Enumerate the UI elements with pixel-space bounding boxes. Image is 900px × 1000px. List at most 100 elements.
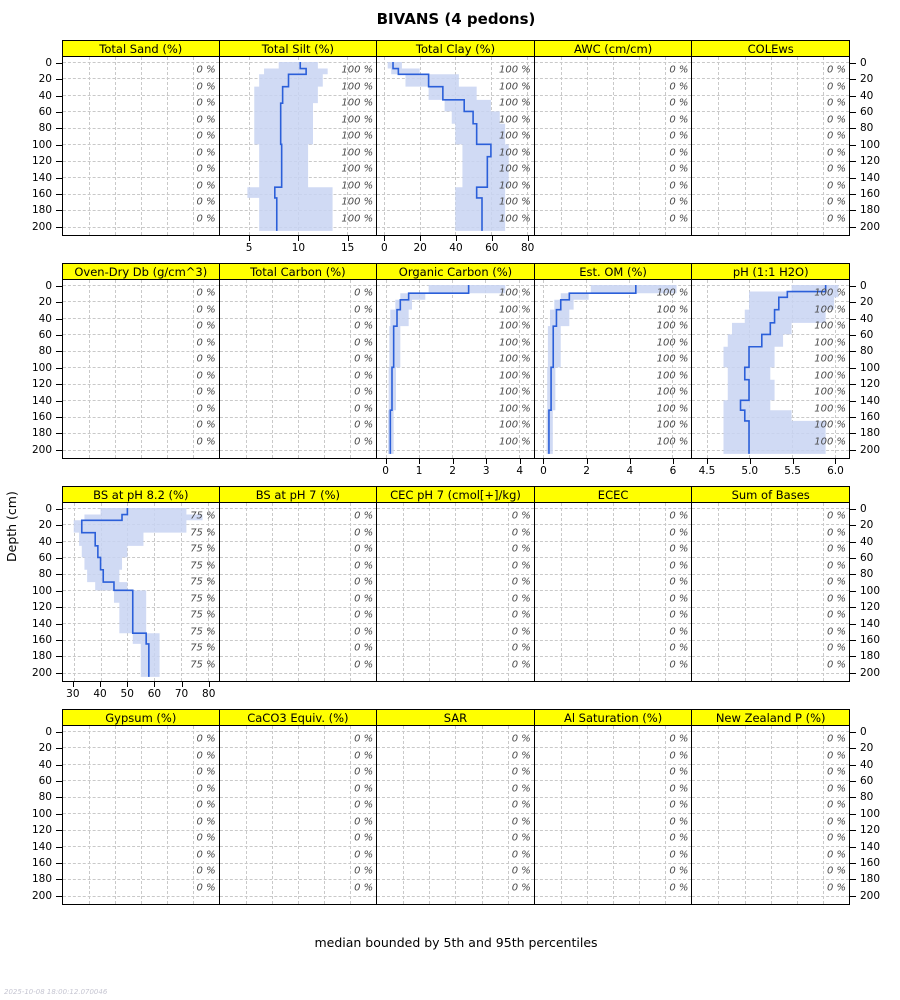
gridline <box>88 726 90 904</box>
depth-tick-label: 200 <box>31 889 52 902</box>
axis-tick <box>491 236 493 241</box>
caption: median bounded by 5th and 95th percentil… <box>314 935 598 950</box>
contribution-label: 0 % <box>354 750 374 762</box>
contribution-label: 0 % <box>826 180 846 192</box>
gridline <box>560 57 562 235</box>
gridline <box>114 57 116 235</box>
depth-axis-left: 0 20 40 60 80 100 120 140 160 180 200 <box>22 263 62 459</box>
axis-tick <box>850 895 856 897</box>
contribution-label: 0 % <box>826 196 846 208</box>
contribution-label: 0 % <box>826 64 846 76</box>
x-tick-label: 2 <box>449 465 456 477</box>
depth-tick-label: 100 <box>31 138 52 151</box>
contribution-label: 0 % <box>826 882 846 894</box>
gridline <box>452 280 454 458</box>
contribution-label: 0 % <box>196 353 216 365</box>
contribution-label: 0 % <box>669 593 689 605</box>
contribution-label: 75 % <box>190 626 216 638</box>
depth-tick-label: 80 <box>38 791 52 804</box>
x-axis-cell <box>692 682 850 704</box>
axis-tick <box>56 112 62 114</box>
gridline <box>385 280 387 458</box>
axis-tick <box>56 128 62 130</box>
contribution-label: 0 % <box>669 196 689 208</box>
contribution-label: 0 % <box>826 766 846 778</box>
gridline <box>534 400 692 402</box>
contribution-label: 100 % <box>814 304 846 316</box>
depth-tick-label: 160 <box>31 411 52 424</box>
axis-tick <box>56 623 62 625</box>
x-tick-label: 40 <box>93 688 107 700</box>
x-axis-cell: 30 40 50 60 70 80 <box>62 682 220 704</box>
depth-axis-scale: 0 20 40 60 80 100 120 140 160 180 200 <box>850 726 890 904</box>
percentile-band <box>387 61 509 231</box>
contribution-label: 0 % <box>511 510 531 522</box>
axis-tick <box>56 731 62 733</box>
gridline <box>822 57 824 235</box>
gridline <box>796 57 798 235</box>
gridline <box>377 317 534 319</box>
plot-area: 0 % 0 % 0 % 0 % 0 % 0 % 0 % 0 % 0 % 0 % <box>377 726 534 904</box>
depth-tick-label: 160 <box>31 857 52 870</box>
axis-tick <box>452 459 454 464</box>
gridline <box>534 317 692 319</box>
contribution-label: 0 % <box>196 213 216 225</box>
contribution-label: 0 % <box>354 304 374 316</box>
axis-tick <box>56 813 62 815</box>
panel-bs-at-ph-7: BS at pH 7 (%) 0 % 0 % 0 % 0 % 0 % 0 % 0 % 0 % 0 … <box>218 486 378 682</box>
x-tick-label: 10 <box>291 242 306 254</box>
contribution-label: 0 % <box>511 799 531 811</box>
timestamp: 2025-10-08 18:00:12.070046 <box>4 988 108 996</box>
contribution-label: 0 % <box>196 287 216 299</box>
gridline <box>377 433 534 435</box>
axis-tick <box>56 558 62 560</box>
gridline <box>586 503 588 681</box>
plot-area: 0 % 0 % 0 % 0 % 0 % 0 % 0 % 0 % 0 % 0 % <box>692 726 849 904</box>
contribution-label: 0 % <box>354 609 374 621</box>
panel-row-2: 0 20 40 60 80 100 120 140 160 180 200 Oven-Dry Db (… <box>22 263 890 459</box>
contribution-label: 0 % <box>511 865 531 877</box>
contribution-label: 75 % <box>190 609 216 621</box>
gridline <box>350 726 352 904</box>
depth-tick-label: 0 <box>860 502 867 515</box>
axis-tick <box>100 682 102 687</box>
contribution-label: 100 % <box>499 64 531 76</box>
gridline <box>639 57 641 235</box>
contribution-label: 100 % <box>656 436 689 448</box>
depth-axis-left: 0 20 40 60 80 100 120 140 160 180 200 <box>22 486 62 682</box>
plot-area: 0 % 0 % 0 % 0 % 0 % 0 % 0 % 0 % 0 % 0 % <box>219 280 377 458</box>
axis-tick <box>850 830 856 832</box>
x-axis-cell: 0 1 2 3 4 <box>377 459 535 481</box>
gridline <box>507 726 509 904</box>
contribution-label: 0 % <box>826 543 846 555</box>
axis-tick <box>486 459 488 464</box>
axis-tick <box>298 236 300 241</box>
plot-area: 100 % 100 % 100 % 100 % 100 % 100 % 100 % 100 %… <box>377 57 534 235</box>
contribution-label: 0 % <box>826 733 846 745</box>
contribution-label: 100 % <box>656 337 689 349</box>
axis-tick <box>850 623 856 625</box>
x-axis-cell <box>535 682 693 704</box>
depth-tick-label: 100 <box>860 361 881 374</box>
axis-tick <box>249 236 251 241</box>
depth-tick-label: 120 <box>860 378 881 391</box>
gridline <box>744 57 746 235</box>
axis-tick <box>850 367 856 369</box>
panel-colews: COLEws 0 % 0 % 0 % 0 % 0 % 0 % 0 % 0 % 0 % 0 % <box>691 40 850 236</box>
axis-tick <box>56 895 62 897</box>
panel-total-carbon: Total Carbon (%) 0 % 0 % 0 % 0 % 0 % 0 % 0 % 0 %… <box>218 263 378 459</box>
gridline <box>418 280 420 458</box>
axis-tick <box>850 400 856 402</box>
gridline <box>613 57 615 235</box>
contribution-label: 0 % <box>354 370 374 382</box>
axis-tick <box>56 335 62 337</box>
axis-tick <box>850 95 856 97</box>
panel-strip: pH (1:1 H2O) <box>692 264 849 280</box>
series-plot <box>546 284 677 458</box>
axis-tick <box>850 558 856 560</box>
gridline <box>518 280 520 458</box>
contribution-label: 100 % <box>499 370 531 382</box>
contribution-label: 100 % <box>499 147 531 159</box>
gridline <box>297 503 299 681</box>
axis-tick <box>56 541 62 543</box>
